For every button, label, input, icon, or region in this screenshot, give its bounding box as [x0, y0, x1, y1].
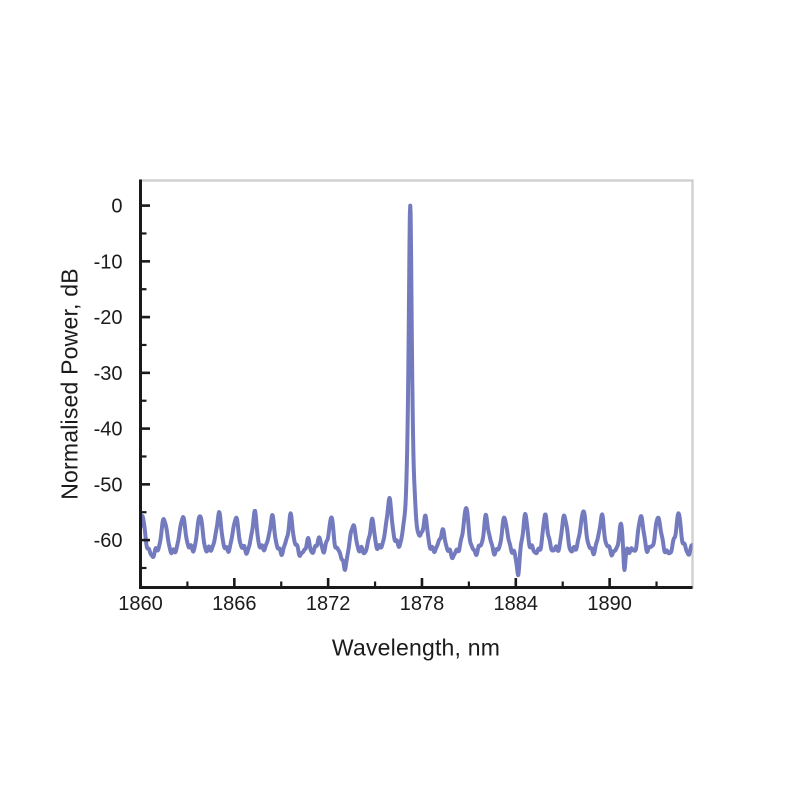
- x-tick-label: 1884: [494, 593, 539, 615]
- y-tick-label: -40: [94, 419, 123, 441]
- y-tick-label: -10: [94, 251, 123, 273]
- y-tick-label: -20: [94, 307, 123, 329]
- x-tick-label: 1878: [400, 593, 445, 615]
- spectrum-trace: [140, 203, 693, 578]
- y-tick-label: -60: [94, 530, 123, 552]
- y-tick-label: -30: [94, 363, 123, 385]
- x-axis-title: Wavelength, nm: [331, 634, 501, 661]
- x-tick-label: 1890: [587, 593, 632, 615]
- y-tick-label: -50: [94, 474, 123, 496]
- x-tick-label: 1866: [212, 593, 257, 615]
- y-tick-label: 0: [111, 196, 122, 218]
- x-tick-label: 1872: [306, 593, 351, 615]
- x-tick-label: 1860: [118, 593, 163, 615]
- y-axis-title: Normalised Power, dB: [56, 268, 83, 500]
